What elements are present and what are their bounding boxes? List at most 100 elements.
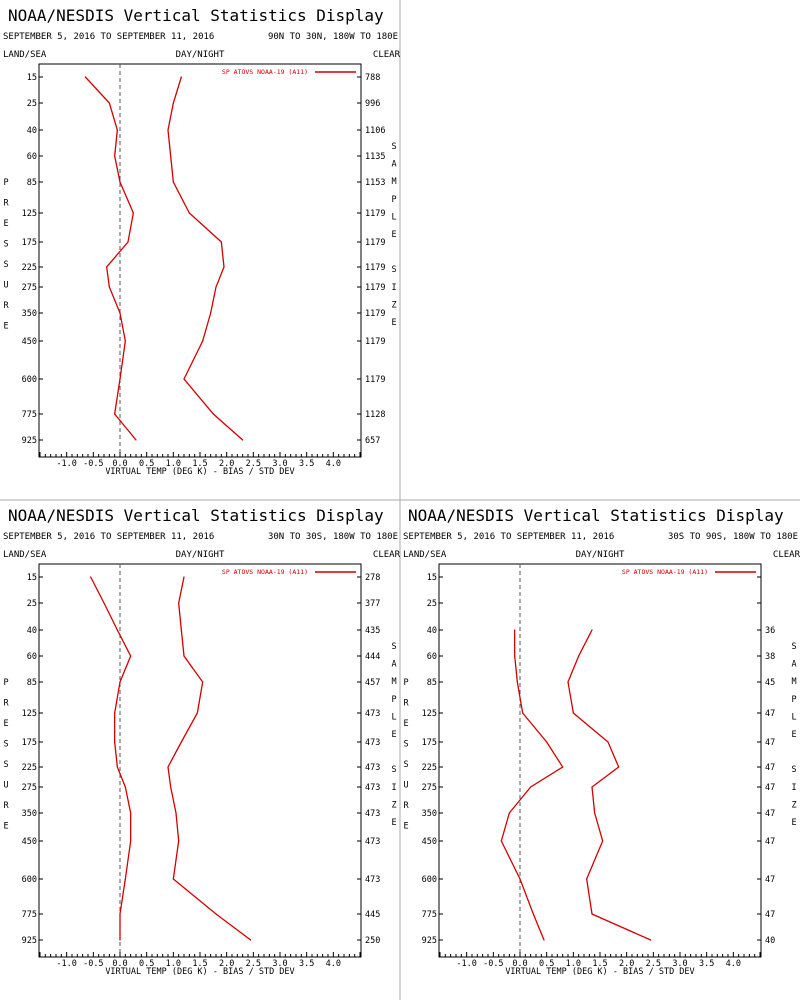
sample-size-label: 473 — [365, 763, 380, 773]
x-tick-label: 0.0 — [512, 959, 527, 969]
sample-size-label: 47 — [765, 809, 775, 819]
data-point-bias — [124, 340, 126, 342]
pressure-level-label: 775 — [22, 910, 37, 920]
sample-size-label: 1179 — [365, 238, 385, 248]
land-sea-label: LAND/SEA — [3, 50, 47, 60]
panel-title: NOAA/NESDIS Vertical Statistics Display — [8, 506, 384, 525]
date-range: SEPTEMBER 5, 2016 TO SEPTEMBER 11, 2016 — [3, 32, 214, 42]
pressure-level-label: 125 — [22, 709, 37, 719]
x-tick-label: 0.0 — [112, 459, 127, 469]
pressure-level-label: 40 — [427, 626, 437, 636]
data-point-std-dev — [607, 741, 609, 743]
data-point-bias — [116, 629, 118, 631]
sample-size-axis-title-letter: I — [791, 783, 796, 793]
plot-frame — [438, 563, 762, 958]
day-night-label: DAY/NIGHT — [576, 550, 625, 560]
sample-size-axis-title-letter: E — [791, 818, 796, 828]
x-tick-label: 0.5 — [539, 959, 554, 969]
data-point-bias — [108, 286, 110, 288]
pressure-axis-title-letter: U — [3, 281, 8, 291]
x-tick-label: 2.5 — [246, 459, 261, 469]
series-line-std-dev — [167, 76, 244, 441]
sample-size-axis-title-letter: M — [391, 677, 396, 687]
pressure-level-label: 600 — [422, 875, 437, 885]
sample-size-label: 473 — [365, 738, 380, 748]
data-point-std-dev — [602, 840, 604, 842]
sample-size-axis-title-letter: E — [391, 318, 396, 328]
data-point-std-dev — [172, 102, 174, 104]
sample-size-label: 36 — [765, 626, 775, 636]
x-tick-label: 4.0 — [726, 959, 741, 969]
pressure-level-label: 775 — [422, 910, 437, 920]
sample-size-label: 1179 — [365, 283, 385, 293]
series-line-std-dev — [167, 576, 252, 941]
data-point-std-dev — [178, 602, 180, 604]
sample-size-axis-title-letter: E — [791, 730, 796, 740]
sample-size-label: 788 — [365, 73, 380, 83]
data-point-std-dev — [172, 181, 174, 183]
x-tick-label: 3.0 — [672, 959, 687, 969]
pressure-level-label: 600 — [22, 875, 37, 885]
sample-size-label: 1179 — [365, 337, 385, 347]
pressure-axis-title-letter: E — [403, 719, 408, 729]
pressure-axis-title-letter: E — [3, 322, 8, 332]
pressure-level-label: 450 — [422, 837, 437, 847]
sample-size-label: 278 — [365, 573, 380, 583]
data-point-bias — [514, 655, 516, 657]
sample-size-axis-title-letter: S — [391, 642, 396, 652]
data-point-bias — [127, 241, 129, 243]
pressure-level-label: 25 — [427, 599, 437, 609]
pressure-level-label: 125 — [22, 209, 37, 219]
x-tick-label: 1.5 — [592, 959, 607, 969]
data-point-std-dev — [167, 129, 169, 131]
sample-size-axis-title-letter: E — [391, 730, 396, 740]
data-point-bias — [106, 266, 108, 268]
x-tick-label: 2.0 — [219, 459, 234, 469]
pressure-level-label: 60 — [427, 652, 437, 662]
data-point-bias — [508, 812, 510, 814]
sample-size-axis-title-letter: I — [391, 783, 396, 793]
data-point-bias — [119, 378, 121, 380]
sample-size-axis-title-letter: Z — [391, 800, 396, 810]
sample-size-axis-title-letter: A — [791, 660, 796, 670]
sample-size-axis-title-letter: A — [391, 660, 396, 670]
data-point-std-dev — [180, 629, 182, 631]
sample-size-label: 1179 — [365, 309, 385, 319]
data-point-bias — [130, 812, 132, 814]
x-tick-label: 2.5 — [646, 959, 661, 969]
sample-size-label: 38 — [765, 652, 775, 662]
pressure-level-label: 275 — [22, 283, 37, 293]
sample-size-label: 657 — [365, 436, 380, 446]
sample-size-axis-title-letter: P — [791, 695, 796, 705]
pressure-axis-title-letter: U — [403, 781, 408, 791]
pressure-level-label: 925 — [422, 936, 437, 946]
sample-size-label: 47 — [765, 910, 775, 920]
data-point-std-dev — [618, 766, 620, 768]
pressure-level-label: 225 — [422, 763, 437, 773]
data-point-bias — [116, 766, 118, 768]
data-point-bias — [546, 741, 548, 743]
data-point-bias — [132, 212, 134, 214]
pressure-level-label: 125 — [422, 709, 437, 719]
x-tick-label: -0.5 — [83, 959, 103, 969]
pressure-axis-title-letter: S — [3, 760, 8, 770]
sample-size-label: 473 — [365, 709, 380, 719]
sample-size-axis-title-letter: E — [391, 818, 396, 828]
pressure-level-label: 275 — [22, 783, 37, 793]
pressure-level-label: 450 — [22, 337, 37, 347]
data-point-bias — [119, 939, 121, 941]
data-point-bias — [84, 76, 86, 78]
data-point-std-dev — [202, 340, 204, 342]
sample-size-axis-title-letter: S — [791, 765, 796, 775]
data-point-std-dev — [250, 939, 252, 941]
pressure-level-label: 350 — [22, 309, 37, 319]
sample-size-label: 40 — [765, 936, 775, 946]
series-line-std-dev — [567, 629, 651, 941]
pressure-axis-title-letter: P — [3, 178, 8, 188]
x-tick-label: -1.0 — [56, 459, 76, 469]
panel-title: NOAA/NESDIS Vertical Statistics Display — [408, 506, 784, 525]
sample-size-label: 996 — [365, 99, 380, 109]
data-point-bias — [119, 681, 121, 683]
sample-size-label: 47 — [765, 763, 775, 773]
data-point-std-dev — [220, 241, 222, 243]
